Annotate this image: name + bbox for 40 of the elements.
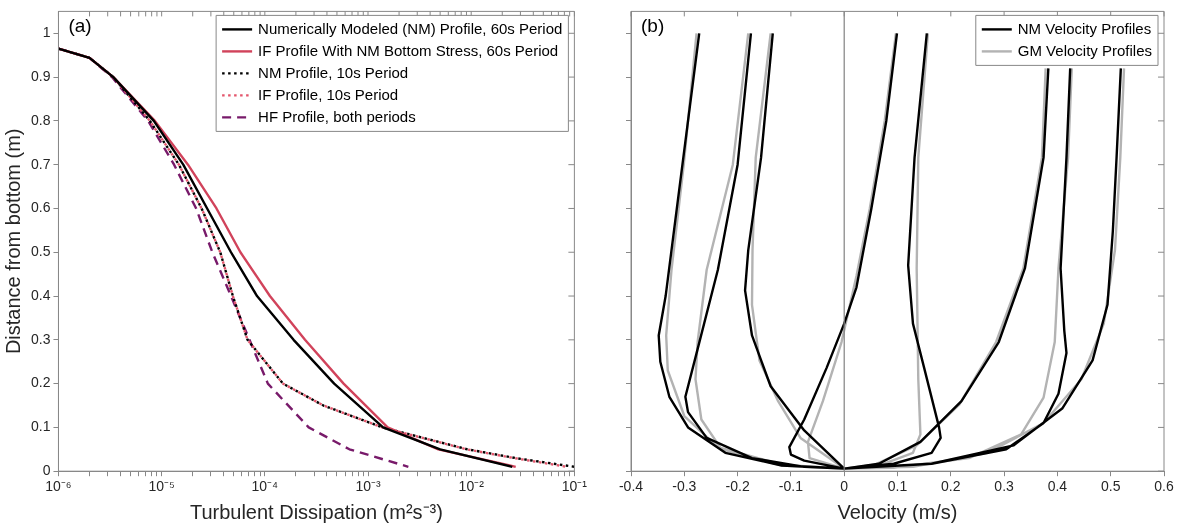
x-tick-label: -0.1 xyxy=(778,478,804,495)
x-tick-label: -0.3 xyxy=(672,478,697,495)
y-tick-label: 1 xyxy=(42,24,51,41)
legend-label: GM Velocity Profiles xyxy=(1017,41,1153,59)
y-tick-label: 0.5 xyxy=(30,243,51,260)
x-tick-label: 0.2 xyxy=(941,478,961,495)
x-tick-label: 0.4 xyxy=(1047,478,1068,495)
y-axis-title: Distance from bottom (m) xyxy=(1,128,24,355)
annotation: (a) xyxy=(68,15,92,37)
x-tick-label: 10⁻² xyxy=(458,478,485,495)
legend-label: HF Profile, both periods xyxy=(258,107,416,125)
y-tick-label: 0.3 xyxy=(30,330,51,347)
x-tick-label: 0.1 xyxy=(887,478,908,495)
x-tick-label: 10⁻⁵ xyxy=(148,478,175,495)
y-tick-label: 0.1 xyxy=(30,418,51,435)
x-tick-label: 0 xyxy=(840,478,849,495)
y-tick-label: 0.2 xyxy=(30,374,51,391)
legend-label: Numerically Modeled (NM) Profile, 60s Period xyxy=(258,19,563,37)
x-axis-title: Velocity (m/s) xyxy=(837,500,958,523)
y-tick-label: 0.7 xyxy=(30,155,51,172)
annotation: (b) xyxy=(641,15,665,37)
y-tick-label: 0.6 xyxy=(30,199,51,216)
x-tick-label: -0.2 xyxy=(725,478,750,495)
x-tick-label: 10⁻³ xyxy=(355,478,381,495)
x-tick-label: 10⁻¹ xyxy=(561,478,588,495)
y-tick-label: 0 xyxy=(42,462,51,479)
x-tick-label: 0.6 xyxy=(1154,478,1174,495)
x-tick-label: 0.3 xyxy=(994,478,1015,495)
x-tick-label: -0.4 xyxy=(618,478,644,495)
legend-label: NM Velocity Profiles xyxy=(1017,19,1152,37)
x-tick-label: 10⁻⁴ xyxy=(251,478,279,495)
legend-label: NM Profile, 10s Period xyxy=(258,63,409,81)
legend-label: IF Profile, 10s Period xyxy=(258,85,399,103)
x-tick-label: 10⁻⁶ xyxy=(45,478,72,495)
x-axis-title: Turbulent Dissipation (m²s⁻³) xyxy=(189,500,443,523)
y-tick-label: 0.4 xyxy=(30,286,51,303)
y-tick-label: 0.8 xyxy=(30,111,51,128)
legend-label: IF Profile With NM Bottom Stress, 60s Period xyxy=(258,41,559,59)
y-tick-label: 0.9 xyxy=(30,67,51,84)
x-tick-label: 0.5 xyxy=(1100,478,1121,495)
